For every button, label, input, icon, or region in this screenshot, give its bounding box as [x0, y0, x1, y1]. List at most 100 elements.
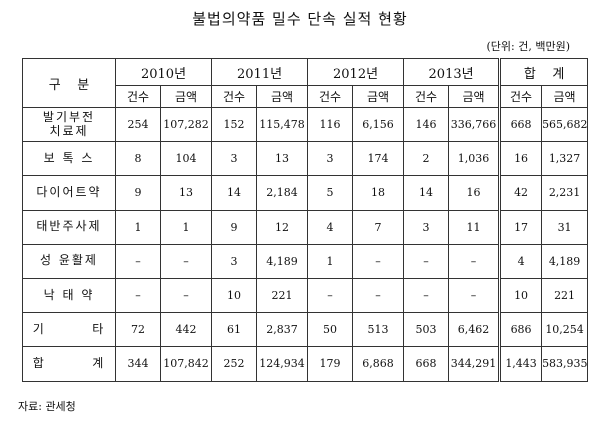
year-header: 2010년 — [114, 58, 213, 86]
row-label: 보 톡 스 — [22, 141, 116, 177]
count-cell: 1 — [307, 243, 354, 279]
count-cell: 4 — [498, 243, 543, 279]
table-row: 낙 태 약 – –10 221– – – –10 221 — [22, 277, 589, 314]
count-cell: 3 — [307, 141, 354, 177]
table-row: 성 윤활제 – –3 4,189 1– – –4 4,189 — [22, 243, 589, 279]
amount-cell: 104 — [159, 141, 213, 177]
amount-cell: 107,282 — [159, 106, 213, 143]
count-cell: 5 — [307, 175, 354, 211]
count-cell: 2 — [403, 141, 450, 177]
amount-subheader: 금액 — [256, 85, 309, 108]
count-cell: 9 — [115, 175, 161, 211]
count-cell: 16 — [498, 141, 543, 177]
count-cell: 1 — [115, 209, 161, 245]
count-cell: 1,443 — [498, 346, 543, 382]
count-subheader: 건수 — [498, 85, 543, 108]
row-label: 기 타 — [22, 312, 116, 348]
count-cell: 116 — [307, 106, 354, 143]
count-cell: 61 — [211, 312, 258, 348]
seizure-stats-table: 구 분 2010년 2011년 2012년 2013년 합 계 건수 금액 건수… — [22, 58, 589, 382]
grand-total-row: 합 계 344 107,842 252 124,934 179 6,868 668 344,29… — [22, 346, 589, 382]
header-row-sub: 건수 금액 건수 금액 건수 금액 건수 금액 건수 금액 — [23, 85, 589, 108]
count-cell: 503 — [403, 312, 450, 348]
category-header: 구 분 — [22, 58, 116, 108]
amount-cell: 11 — [448, 209, 501, 245]
table-row: 보 톡 스 8 104 3 13 3 174 2 1,036 16 1,327 — [22, 141, 589, 177]
count-cell: 72 — [115, 312, 161, 348]
count-subheader: 건수 — [115, 85, 161, 108]
page-title: 불법의약품 밀수 단속 실적 현황 — [192, 10, 408, 28]
count-subheader: 건수 — [211, 85, 258, 108]
amount-cell: 1 — [159, 209, 213, 245]
amount-cell: 13 — [256, 141, 309, 177]
amount-cell: 4,189 — [541, 243, 589, 279]
count-cell: 10 — [498, 277, 543, 314]
amount-cell: – — [352, 243, 405, 279]
amount-cell: – — [159, 277, 213, 314]
row-label: 발기부전 치료제 — [22, 106, 116, 143]
amount-cell: 12 — [256, 209, 309, 245]
amount-cell: – — [159, 243, 213, 279]
amount-cell: 583,935 — [541, 346, 589, 382]
count-cell: 50 — [307, 312, 354, 348]
amount-cell: 18 — [352, 175, 405, 211]
amount-cell: 344,291 — [448, 346, 501, 382]
unit-note: (단위: 건, 백만원) — [486, 40, 571, 53]
count-cell: 152 — [211, 106, 258, 143]
amount-cell: 107,842 — [159, 346, 213, 382]
count-cell: 686 — [498, 312, 543, 348]
count-cell: 14 — [211, 175, 258, 211]
amount-subheader: 금액 — [159, 85, 213, 108]
count-cell: – — [403, 277, 450, 314]
count-subheader: 건수 — [307, 85, 354, 108]
table-row: 기 타 72 442 61 2,837 50 513 503 6,462 686 10,254 — [22, 312, 589, 348]
amount-subheader: 금액 — [352, 85, 405, 108]
count-cell: 10 — [211, 277, 258, 314]
amount-cell: 4,189 — [256, 243, 309, 279]
amount-cell: 13 — [159, 175, 213, 211]
year-header: 2011년 — [211, 58, 309, 86]
count-cell: 14 — [403, 175, 450, 211]
amount-cell: 16 — [448, 175, 501, 211]
amount-cell: 221 — [256, 277, 309, 314]
table-row: 발기부전 치료제 254 107,282 152 115,478 116 6,156 146 3… — [22, 106, 589, 143]
count-cell: 4 — [307, 209, 354, 245]
amount-subheader: 금액 — [448, 85, 501, 108]
row-label: 합 계 — [22, 346, 116, 382]
count-cell: 9 — [211, 209, 258, 245]
table-row: 태반주사제 1 1 9 12 4 7 3 11 17 31 — [22, 209, 589, 245]
count-cell: 668 — [498, 106, 543, 143]
count-cell: – — [115, 243, 161, 279]
count-cell: 254 — [115, 106, 161, 143]
count-cell: 179 — [307, 346, 354, 382]
count-cell: – — [115, 277, 161, 314]
row-label: 낙 태 약 — [22, 277, 116, 314]
table-row: 다이어트약 9 13 14 2,184 5 18 14 16 42 2,231 — [22, 175, 589, 211]
amount-cell: 174 — [352, 141, 405, 177]
count-cell: – — [307, 277, 354, 314]
amount-cell: – — [448, 277, 501, 314]
amount-cell: 124,934 — [256, 346, 309, 382]
amount-cell: 2,837 — [256, 312, 309, 348]
amount-cell: 336,766 — [448, 106, 501, 143]
year-header: 2013년 — [403, 58, 501, 86]
amount-cell: – — [352, 277, 405, 314]
count-cell: 42 — [498, 175, 543, 211]
amount-cell: 6,156 — [352, 106, 405, 143]
amount-subheader: 금액 — [541, 85, 589, 108]
amount-cell: 1,036 — [448, 141, 501, 177]
count-cell: 3 — [211, 243, 258, 279]
amount-cell: 221 — [541, 277, 589, 314]
amount-cell: 2,184 — [256, 175, 309, 211]
amount-cell: 1,327 — [541, 141, 589, 177]
count-cell: 3 — [211, 141, 258, 177]
count-subheader: 건수 — [403, 85, 450, 108]
count-cell: 3 — [403, 209, 450, 245]
row-label: 태반주사제 — [22, 209, 116, 245]
header-row-years: 구 분 2010년 2011년 2012년 2013년 합 계 — [22, 58, 589, 108]
source-note: 자료: 관세청 — [18, 400, 76, 413]
amount-cell: 115,478 — [256, 106, 309, 143]
count-cell: 344 — [115, 346, 161, 382]
count-cell: 146 — [403, 106, 450, 143]
amount-cell: 442 — [159, 312, 213, 348]
